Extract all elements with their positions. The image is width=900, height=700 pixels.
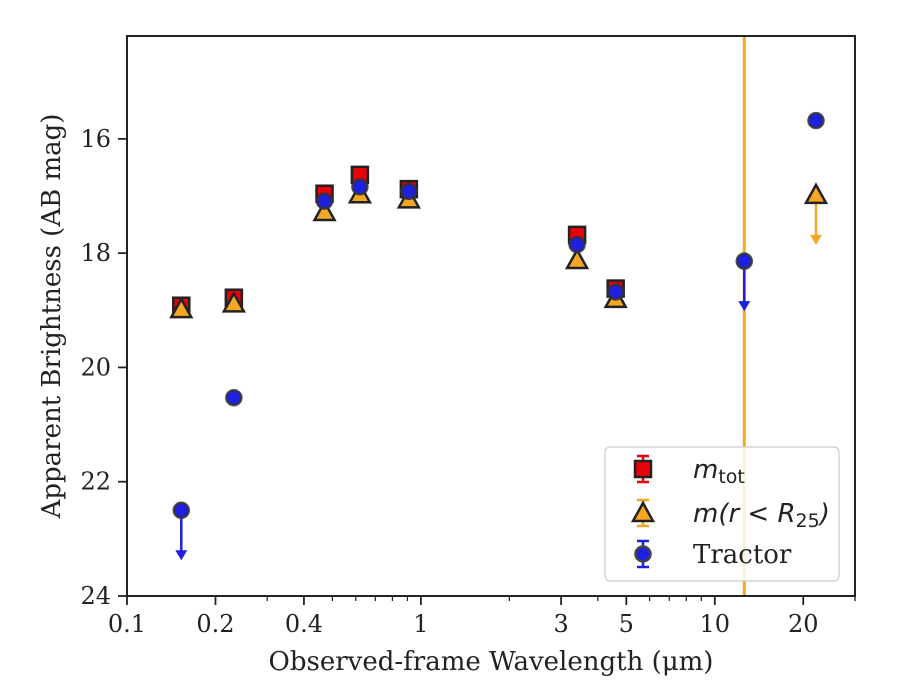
legend-marker-mr25 — [630, 498, 656, 528]
point-mr25 — [803, 182, 829, 205]
legend: mtot m(r < R25) Tractor — [604, 446, 840, 582]
x-tick-label: 20 — [788, 610, 819, 638]
point-mr25 — [169, 296, 194, 319]
point-mr25 — [221, 290, 246, 313]
plot-area-border — [126, 35, 856, 597]
upper-limit-head — [738, 301, 751, 312]
data-points — [169, 111, 829, 561]
upper-limit-head — [809, 234, 822, 245]
y-tick-label: 22 — [80, 468, 111, 496]
point-tractor — [225, 388, 243, 407]
plot-frame — [126, 35, 856, 597]
legend-label-mr25: m(r < R25) — [693, 499, 830, 532]
x-tick-label: 0.2 — [196, 610, 234, 638]
legend-label-tractor: Tractor — [693, 540, 792, 570]
x-axis-ticks: 0.1 0.2 0.4 1 3 5 10 20 — [108, 596, 856, 638]
point-mr25 — [312, 199, 337, 222]
point-tractor — [315, 192, 334, 210]
x-tick-label: 3 — [553, 610, 568, 638]
y-tick-label: 16 — [80, 125, 111, 153]
x-tick-label: 0.4 — [285, 610, 323, 638]
x-tick-label: 10 — [700, 610, 731, 638]
x-tick-label: 5 — [619, 610, 634, 638]
y-axis-ticks: 16 18 20 22 24 — [80, 125, 127, 610]
legend-box — [604, 446, 840, 582]
y-axis-label: Apparent Brightness (AB mag) — [37, 114, 67, 520]
x-axis-label: Observed-frame Wavelength (μm) — [269, 647, 714, 677]
legend-marker-mtot — [633, 454, 653, 484]
point-tractor — [400, 182, 418, 201]
upper-limit-head — [175, 550, 188, 561]
point-tractor — [568, 235, 586, 254]
x-tick-label: 1 — [413, 610, 428, 638]
point-mr25 — [564, 247, 590, 270]
point-tractor — [807, 111, 825, 130]
point-tractor — [351, 178, 369, 196]
x-tick-label: 0.1 — [108, 610, 146, 638]
y-tick-label: 18 — [80, 239, 111, 267]
legend-label-mtot: mtot — [693, 455, 745, 488]
y-tick-label: 24 — [80, 582, 111, 610]
legend-marker-tractor — [634, 539, 652, 569]
point-tractor — [735, 252, 754, 270]
point-tractor — [606, 283, 625, 301]
y-tick-label: 20 — [80, 353, 111, 381]
point-tractor — [172, 501, 191, 520]
